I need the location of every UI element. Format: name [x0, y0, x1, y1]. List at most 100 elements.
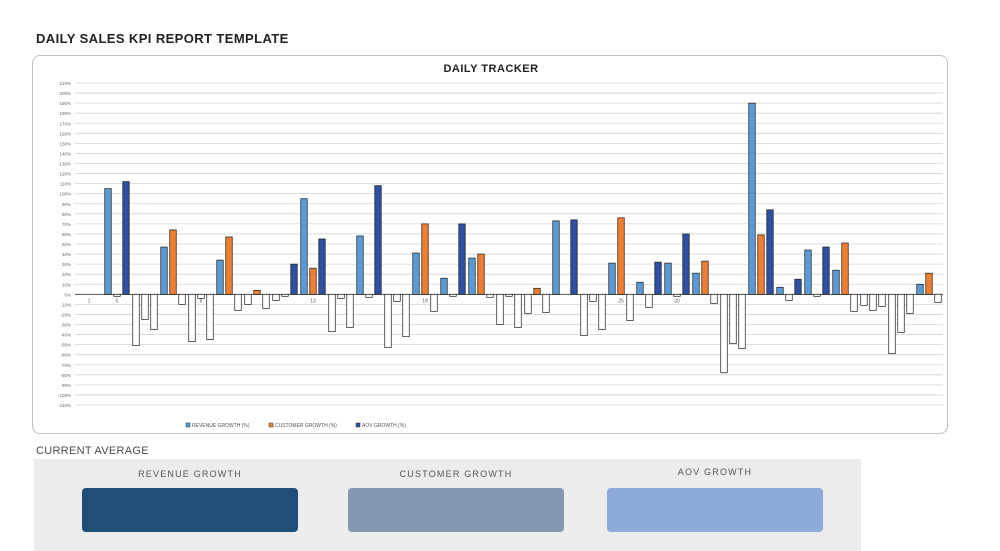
bar-revenue-day-21 [636, 281, 644, 295]
bar-customer-day-3 [141, 293, 149, 320]
bar-aov-day-19 [598, 293, 606, 330]
y-tick-label: 70% [62, 222, 71, 227]
bar-customer-day-31 [925, 272, 933, 295]
customer-growth-label: CUSTOMER GROWTH [399, 469, 513, 479]
y-tick-label: -60% [60, 353, 71, 358]
bar-customer-day-16 [505, 293, 513, 297]
bar-aov-day-31 [934, 293, 942, 303]
y-tick-label: 180% [59, 111, 71, 116]
bar-revenue-day-31 [916, 283, 924, 295]
bars-layer [104, 102, 942, 374]
bar-customer-day-28 [841, 242, 849, 295]
bar-customer-day-29 [869, 293, 877, 311]
bar-aov-day-20 [626, 293, 634, 321]
x-tick-label: 30 [674, 298, 680, 304]
bar-revenue-day-6 [216, 259, 224, 295]
y-tick-label: 140% [59, 151, 71, 156]
y-tick-label: 110% [60, 182, 71, 187]
x-tick-label: 13 [310, 298, 316, 304]
y-tick-label: -40% [60, 333, 71, 338]
bar-revenue-day-10 [328, 293, 336, 332]
y-tick-label: 120% [59, 172, 71, 177]
page-title: DAILY SALES KPI REPORT TEMPLATE [36, 31, 289, 46]
bar-customer-day-10 [337, 293, 345, 299]
y-tick-label: -10% [60, 302, 71, 307]
y-tick-label: 130% [59, 162, 71, 167]
bar-aov-day-14 [458, 223, 466, 295]
bar-aov-day-9 [318, 238, 326, 295]
x-tick-label: 18 [422, 298, 428, 304]
bar-customer-day-4 [169, 229, 177, 295]
legend-swatch-0 [185, 422, 191, 428]
bar-customer-day-5 [197, 293, 205, 299]
x-tick-label: 8 [200, 298, 203, 304]
y-tick-label: 150% [59, 141, 71, 146]
bar-aov-day-27 [822, 246, 830, 295]
current-average-label: CURRENT AVERAGE [36, 445, 149, 457]
revenue-growth-label: REVENUE GROWTH [138, 469, 242, 479]
bar-customer-day-20 [617, 217, 625, 295]
legend-label-2: AOV GROWTH (%) [362, 423, 406, 429]
y-tick-label: -50% [60, 343, 71, 348]
current-average-panel: REVENUE GROWTH CUSTOMER GROWTH AOV GROWT… [34, 459, 861, 551]
x-tick-label: 25 [618, 298, 624, 304]
bar-customer-day-11 [365, 293, 373, 298]
y-tick-label: 90% [62, 202, 71, 207]
y-tick-label: 160% [59, 131, 71, 136]
bar-revenue-day-12 [384, 293, 392, 348]
aov-growth-label: AOV GROWTH [677, 467, 753, 477]
daily-tracker-chart: DAILY TRACKER -110% -100% -90% -80% -70% -60%… [32, 55, 948, 434]
bar-aov-day-25 [766, 209, 774, 295]
grid-layer: -110% -100% -90% -80% -70% -60% -50% -40% -30% -2… [58, 81, 943, 408]
bar-revenue-day-23 [692, 272, 700, 295]
bar-revenue-day-17 [524, 293, 532, 314]
y-tick-label: 190% [59, 101, 71, 106]
bar-revenue-day-20 [608, 262, 616, 295]
bar-revenue-day-7 [244, 293, 252, 305]
y-tick-label: 0% [64, 292, 71, 297]
revenue-growth-average-box [82, 488, 298, 532]
aov-growth-average-box [607, 488, 823, 532]
bar-aov-day-6 [234, 293, 242, 311]
bar-aov-day-7 [262, 293, 270, 309]
bar-customer-day-8 [281, 293, 289, 297]
bar-aov-day-12 [402, 293, 410, 337]
y-tick-label: 170% [59, 121, 71, 126]
bar-revenue-day-27 [804, 249, 812, 295]
bar-revenue-day-19 [580, 293, 588, 336]
y-tick-label: 10% [62, 282, 71, 287]
bar-aov-day-29 [878, 293, 886, 307]
bar-customer-day-15 [477, 253, 485, 295]
bar-aov-day-2 [122, 181, 130, 295]
bar-revenue-day-26 [776, 286, 784, 295]
legend-swatch-1 [268, 422, 274, 428]
bar-revenue-day-9 [300, 198, 308, 295]
bar-customer-day-9 [309, 267, 317, 295]
bar-aov-day-18 [570, 219, 578, 295]
legend-label-0: REVENUE GROWTH (%) [192, 423, 250, 429]
chart-title: DAILY TRACKER [443, 63, 538, 75]
bar-customer-day-30 [897, 293, 905, 333]
bar-customer-day-6 [225, 236, 233, 295]
bar-revenue-day-25 [748, 102, 756, 295]
y-tick-label: 40% [62, 252, 71, 257]
bar-aov-day-16 [514, 293, 522, 328]
bar-aov-day-22 [682, 233, 690, 295]
legend-label-1: CUSTOMER GROWTH (%) [275, 423, 337, 429]
bar-aov-day-17 [542, 293, 550, 313]
bar-customer-day-21 [645, 293, 653, 308]
y-tick-label: -30% [60, 323, 71, 328]
bar-customer-day-19 [589, 293, 597, 302]
legend-swatch-2 [355, 422, 361, 428]
y-tick-label: 30% [62, 262, 71, 267]
x-tick-label: 1 [88, 298, 91, 304]
y-tick-label: 50% [62, 242, 71, 247]
bar-revenue-day-5 [188, 293, 196, 342]
chart-svg: DAILY TRACKER -110% -100% -90% -80% -70% -60%… [58, 63, 943, 429]
bar-revenue-day-2 [104, 188, 112, 295]
bar-customer-day-24 [729, 293, 737, 344]
bar-revenue-day-15 [468, 257, 476, 295]
bar-aov-day-4 [178, 293, 186, 305]
bar-aov-day-10 [346, 293, 354, 328]
bar-aov-day-3 [150, 293, 158, 330]
